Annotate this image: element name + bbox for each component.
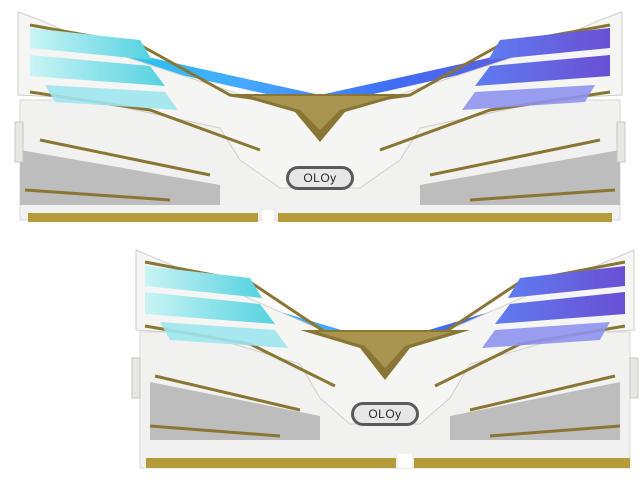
rgb-fin-left-3: [45, 85, 178, 110]
ram-module-top-graphic: OLOy: [14, 11, 626, 222]
gold-contacts-right: [278, 213, 612, 222]
ram-module-bottom: OLOy: [0, 240, 640, 480]
rgb-fin-left-2: [30, 55, 165, 86]
gray-panel-right: [420, 150, 620, 205]
rgb-fin-right-3: [482, 322, 610, 348]
brand-logo-text: OLOy: [303, 171, 336, 185]
gray-panel-right: [450, 382, 620, 440]
contact-notch: [262, 210, 274, 222]
rgb-fin-right-1: [488, 28, 610, 60]
gold-contacts-right: [414, 458, 630, 468]
rgb-fin-right-1: [508, 266, 625, 298]
gray-panel-left: [150, 382, 320, 440]
logo-badge-inner: [354, 405, 416, 423]
gray-panel-left: [20, 150, 220, 205]
side-clip-right: [616, 121, 626, 163]
brand-logo-text: OLOy: [368, 407, 401, 421]
logo-badge-inner: [289, 169, 351, 187]
rgb-fin-left-3: [160, 322, 288, 348]
contact-notch: [398, 454, 412, 468]
rgb-fin-right-2: [475, 55, 610, 86]
gold-contacts-left: [28, 213, 258, 222]
gold-contacts-left: [146, 458, 396, 468]
rgb-fin-left-1: [30, 28, 152, 60]
side-clip-left: [14, 121, 24, 163]
rgb-fin-right-3: [462, 85, 595, 110]
side-clip-left: [131, 357, 141, 399]
side-clip-right: [629, 357, 639, 399]
ram-module-bottom-graphic: OLOy: [131, 249, 639, 469]
rgb-fin-right-2: [495, 292, 625, 324]
ram-module-top: OLOy: [14, 11, 626, 222]
rgb-fin-left-1: [145, 266, 262, 298]
rgb-fin-left-2: [145, 292, 275, 324]
